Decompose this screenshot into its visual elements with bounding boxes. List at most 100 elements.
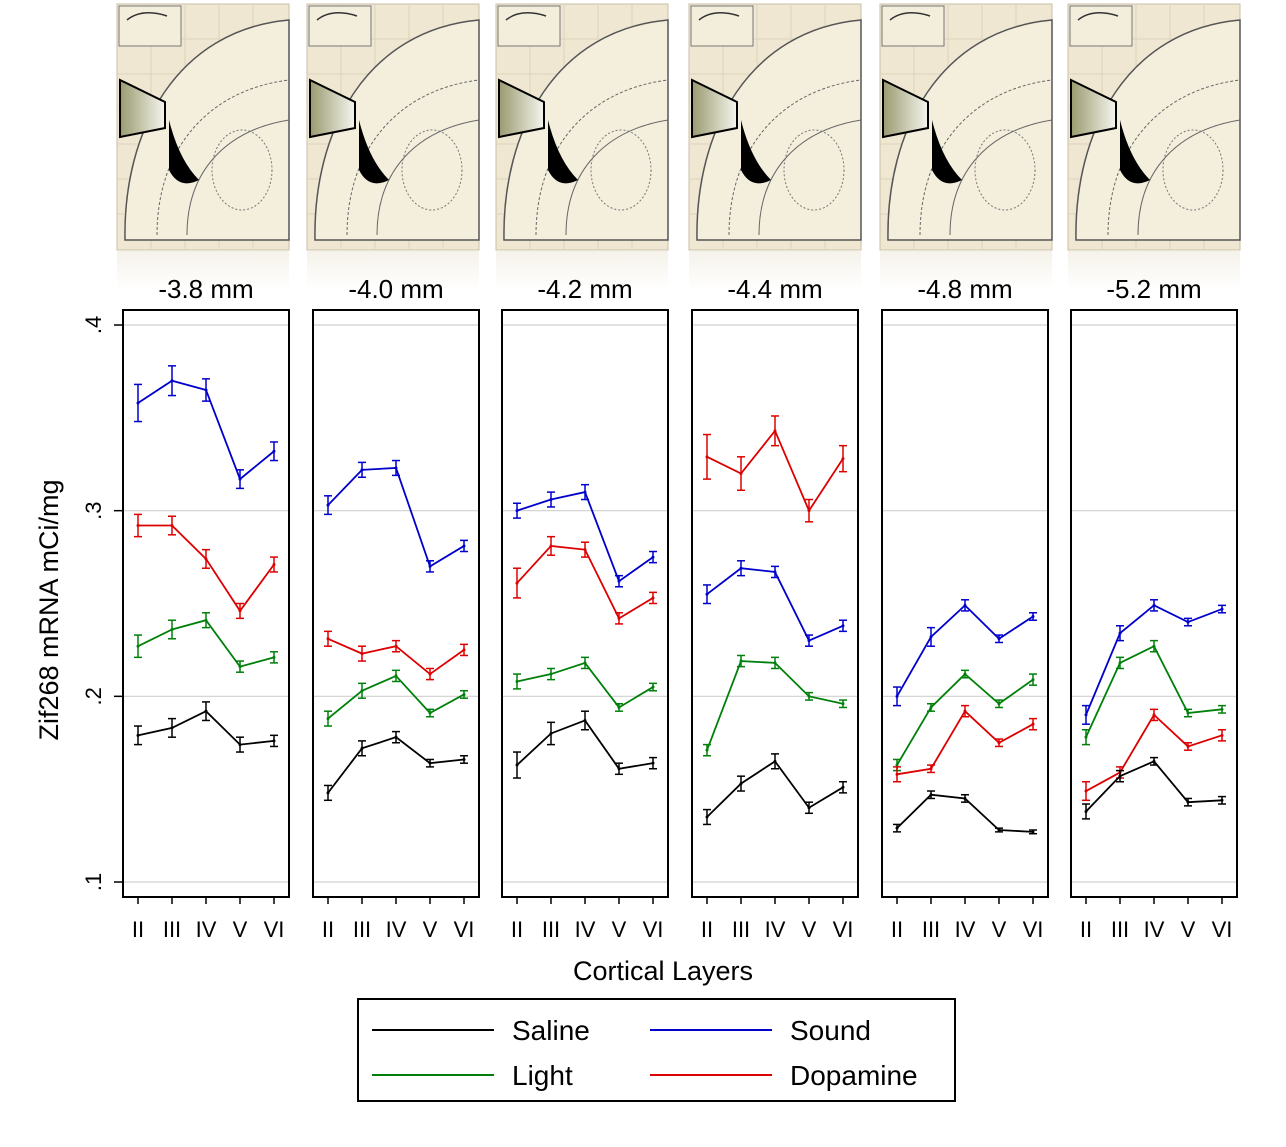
y-tick-label: .2 xyxy=(81,687,106,705)
data-point xyxy=(651,596,655,600)
data-point xyxy=(394,735,398,739)
series-dopamine xyxy=(893,704,1037,783)
data-point xyxy=(705,748,709,752)
legend-label: Sound xyxy=(790,1015,871,1046)
panel-frame xyxy=(122,309,290,898)
x-tick-label: V xyxy=(612,917,627,942)
data-point xyxy=(895,694,899,698)
data-point xyxy=(1031,614,1035,618)
data-point xyxy=(739,566,743,570)
series-sound xyxy=(513,483,657,588)
data-point xyxy=(583,490,587,494)
series-saline xyxy=(893,790,1037,835)
data-point xyxy=(462,648,466,652)
data-point xyxy=(1084,735,1088,739)
panel-title: -4.2 mm xyxy=(537,274,632,304)
legend-label: Saline xyxy=(512,1015,590,1046)
data-point xyxy=(360,689,364,693)
data-point xyxy=(170,726,174,730)
x-tick-label: VI xyxy=(1212,917,1233,942)
data-point xyxy=(651,555,655,559)
data-point xyxy=(617,705,621,709)
data-point xyxy=(617,767,621,771)
panel-title: -4.0 mm xyxy=(348,274,443,304)
data-point xyxy=(963,603,967,607)
data-point xyxy=(1186,620,1190,624)
x-tick-label: V xyxy=(423,917,438,942)
panel-frame xyxy=(501,309,669,898)
series-dopamine xyxy=(513,535,657,625)
panel-frame xyxy=(691,309,859,898)
data-point xyxy=(238,665,242,669)
data-point xyxy=(326,791,330,795)
data-point xyxy=(272,655,276,659)
data-point xyxy=(394,674,398,678)
data-point xyxy=(583,661,587,665)
data-point xyxy=(895,763,899,767)
data-point xyxy=(1118,774,1122,778)
data-point xyxy=(997,702,1001,706)
data-point xyxy=(1118,661,1122,665)
x-tick-label: III xyxy=(1111,917,1129,942)
data-point xyxy=(651,685,655,689)
series-light xyxy=(134,612,278,673)
series-light xyxy=(1082,639,1226,746)
data-point xyxy=(929,793,933,797)
series-dopamine xyxy=(324,630,468,681)
data-point xyxy=(170,627,174,631)
data-point xyxy=(929,635,933,639)
x-tick-label: IV xyxy=(765,917,786,942)
series-saline xyxy=(324,730,468,802)
data-point xyxy=(651,761,655,765)
data-point xyxy=(1031,678,1035,682)
data-point xyxy=(136,401,140,405)
data-point xyxy=(807,806,811,810)
data-point xyxy=(394,466,398,470)
atlas-image xyxy=(879,3,1053,290)
data-point xyxy=(428,672,432,676)
data-point xyxy=(170,379,174,383)
data-point xyxy=(705,455,709,459)
panel-title: -5.2 mm xyxy=(1106,274,1201,304)
data-point xyxy=(807,639,811,643)
data-point xyxy=(515,509,519,513)
data-point xyxy=(583,718,587,722)
legend-label: Dopamine xyxy=(790,1060,918,1091)
x-tick-label: II xyxy=(1080,917,1092,942)
data-point xyxy=(136,644,140,648)
data-point xyxy=(394,644,398,648)
data-point xyxy=(1186,744,1190,748)
data-point xyxy=(773,759,777,763)
atlas-image xyxy=(495,3,669,290)
x-tick-label: II xyxy=(511,917,523,942)
x-tick-label: IV xyxy=(1144,917,1165,942)
data-point xyxy=(997,741,1001,745)
y-tick-label: .3 xyxy=(81,501,106,519)
legend-entry: Light xyxy=(372,1060,573,1091)
x-tick-label: VI xyxy=(833,917,854,942)
data-point xyxy=(841,624,845,628)
series-dopamine xyxy=(1082,708,1226,802)
panel-title: -3.8 mm xyxy=(158,274,253,304)
data-point xyxy=(462,544,466,548)
x-tick-label: IV xyxy=(386,917,407,942)
data-point xyxy=(238,477,242,481)
x-tick-label: III xyxy=(353,917,371,942)
data-point xyxy=(1220,733,1224,737)
legend-entry: Dopamine xyxy=(650,1060,918,1091)
x-tick-label: II xyxy=(132,917,144,942)
data-point xyxy=(462,757,466,761)
data-point xyxy=(428,564,432,568)
data-point xyxy=(1084,809,1088,813)
data-point xyxy=(1084,789,1088,793)
data-point xyxy=(428,711,432,715)
x-tick-label: V xyxy=(992,917,1007,942)
data-point xyxy=(204,709,208,713)
data-point xyxy=(1152,759,1156,763)
panel-title: -4.4 mm xyxy=(727,274,822,304)
data-point xyxy=(272,563,276,567)
